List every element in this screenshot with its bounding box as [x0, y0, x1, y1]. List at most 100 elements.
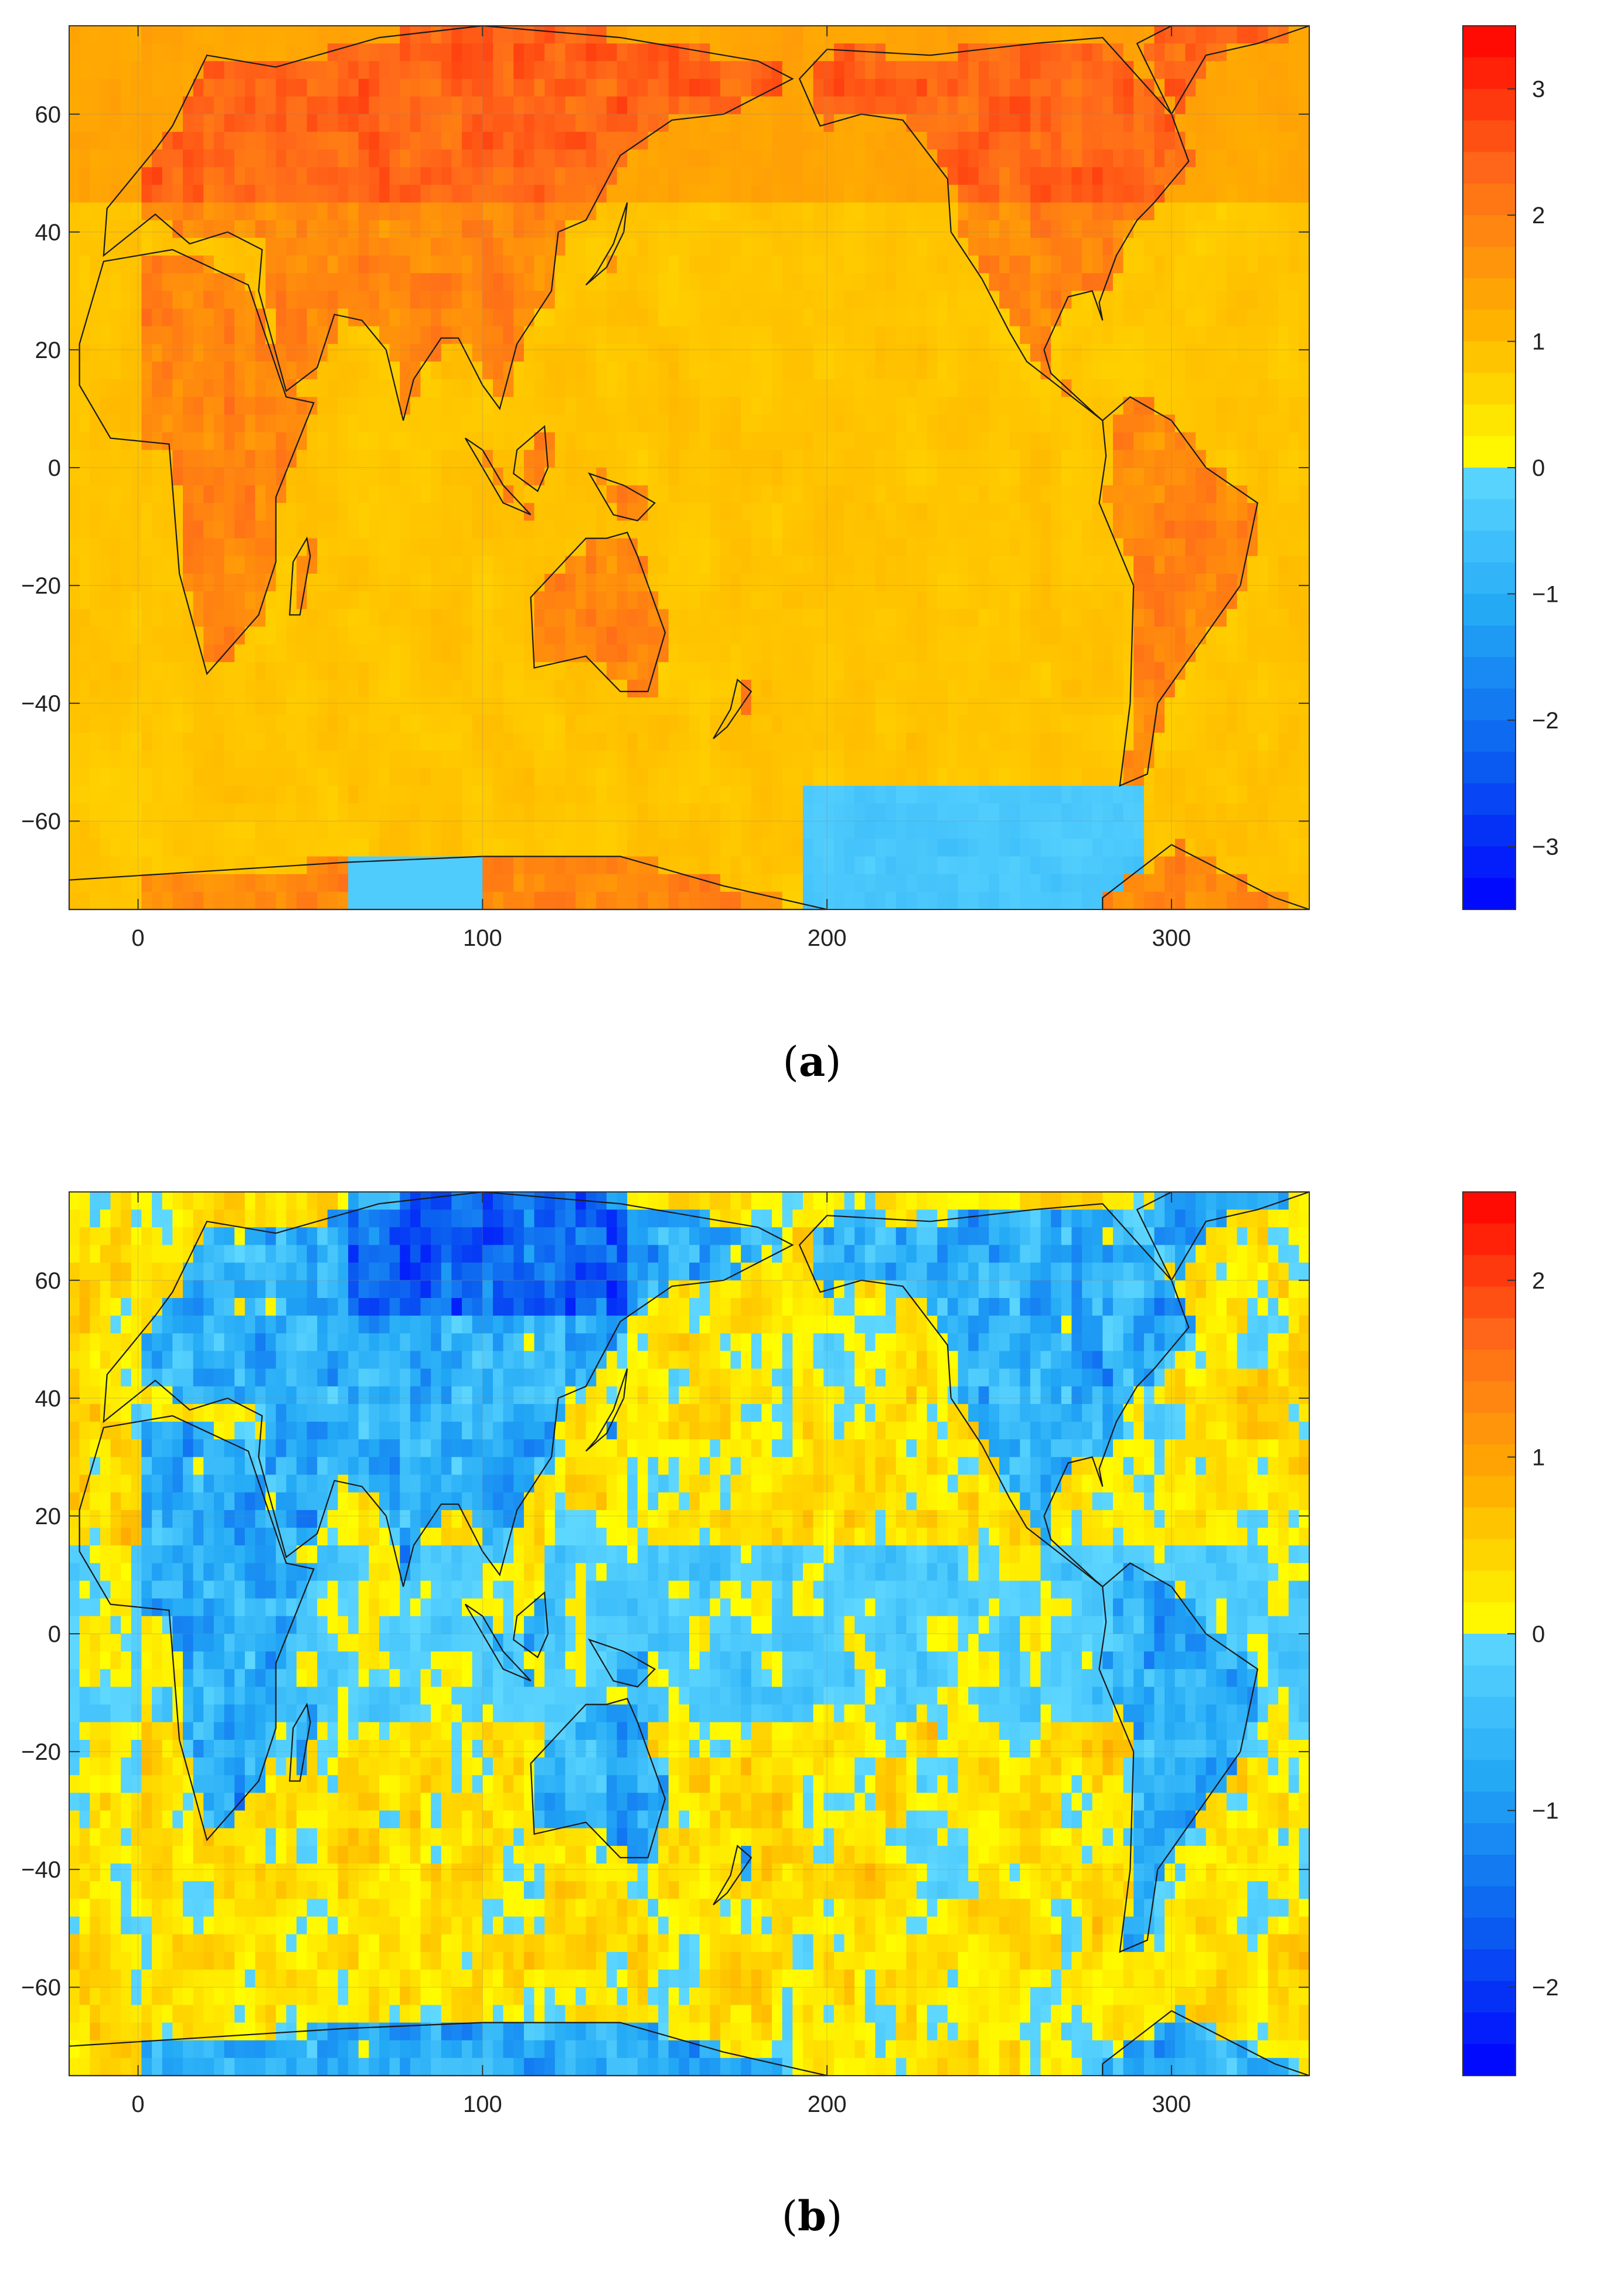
heatmap-cell	[1288, 343, 1300, 362]
heatmap-cell	[172, 167, 183, 186]
heatmap-cell	[431, 167, 442, 186]
heatmap-cell	[503, 468, 514, 486]
heatmap-cell	[710, 43, 721, 62]
heatmap-cell	[244, 662, 256, 680]
heatmap-cell	[1268, 202, 1279, 221]
heatmap-cell	[317, 220, 328, 239]
heatmap-cell	[348, 167, 359, 186]
heatmap-cell	[1102, 485, 1114, 504]
heatmap-cell	[554, 574, 566, 592]
heatmap-cell	[1040, 644, 1051, 663]
heatmap-cell	[90, 644, 101, 663]
heatmap-cell	[1185, 468, 1196, 486]
heatmap-cell	[565, 609, 576, 628]
heatmap-cell	[462, 574, 473, 592]
heatmap-cell	[255, 96, 266, 115]
heatmap-cell	[720, 609, 731, 628]
heatmap-cell	[1206, 733, 1217, 751]
heatmap-cell	[1206, 503, 1217, 522]
heatmap-cell	[617, 379, 628, 398]
heatmap-cell	[358, 432, 370, 451]
heatmap-cell	[1030, 79, 1041, 97]
heatmap-cell	[668, 503, 680, 522]
heatmap-cell	[121, 185, 132, 203]
heatmap-cell	[699, 626, 710, 645]
heatmap-cell	[410, 679, 421, 698]
heatmap-cell	[1102, 308, 1114, 327]
heatmap-cell	[275, 291, 287, 309]
heatmap-cell	[503, 609, 514, 628]
heatmap-cell	[699, 644, 710, 663]
heatmap-cell	[317, 237, 328, 256]
heatmap-cell	[1185, 503, 1196, 522]
heatmap-cell	[1092, 255, 1104, 274]
heatmap-cell	[307, 503, 318, 522]
heatmap-cell	[1196, 733, 1207, 751]
heatmap-cell	[1020, 114, 1031, 132]
heatmap-cell	[493, 308, 504, 327]
heatmap-cell	[710, 520, 721, 539]
heatmap-cell	[741, 149, 752, 168]
heatmap-cell	[916, 503, 928, 522]
heatmap-cell	[679, 273, 690, 292]
heatmap-cell	[792, 308, 804, 327]
heatmap-cell	[606, 556, 618, 574]
heatmap-cell	[162, 591, 173, 610]
heatmap-cell	[648, 715, 659, 734]
heatmap-cell	[286, 432, 297, 451]
heatmap-cell	[916, 26, 928, 44]
heatmap-cell	[679, 449, 690, 468]
heatmap-cell	[472, 520, 484, 539]
heatmap-cell	[916, 149, 928, 168]
heatmap-cell	[1165, 574, 1176, 592]
heatmap-cell	[472, 626, 484, 645]
heatmap-cell	[1123, 79, 1134, 97]
heatmap-cell	[1174, 149, 1186, 168]
heatmap-cell	[79, 715, 90, 734]
heatmap-cell	[1288, 291, 1300, 309]
heatmap-cell	[1216, 609, 1227, 628]
heatmap-cell	[1165, 202, 1176, 221]
heatmap-cell	[431, 255, 442, 274]
heatmap-cell	[927, 273, 938, 292]
heatmap-cell	[121, 609, 132, 628]
heatmap-cell	[782, 662, 794, 680]
heatmap-cell	[803, 255, 814, 274]
heatmap-cell	[400, 449, 411, 468]
heatmap-cell	[493, 733, 504, 751]
heatmap-cell	[400, 609, 411, 628]
heatmap-cell	[627, 644, 638, 663]
heatmap-cell	[1237, 167, 1248, 186]
heatmap-cell	[792, 185, 804, 203]
heatmap-cell	[927, 308, 938, 327]
heatmap-cell	[472, 237, 484, 256]
heatmap-cell	[617, 273, 628, 292]
heatmap-cell	[121, 220, 132, 239]
heatmap-cell	[958, 679, 969, 698]
heatmap-cell	[1040, 414, 1051, 433]
heatmap-cell	[1154, 167, 1165, 186]
heatmap-cell	[596, 43, 607, 62]
heatmap-cell	[234, 220, 246, 239]
heatmap-cell	[503, 114, 514, 132]
heatmap-cell	[1268, 273, 1279, 292]
heatmap-cell	[596, 414, 607, 433]
heatmap-cell	[1040, 662, 1051, 680]
heatmap-cell	[679, 362, 690, 380]
heatmap-cell	[203, 520, 215, 539]
heatmap-cell	[844, 167, 855, 186]
heatmap-cell	[1226, 697, 1238, 716]
heatmap-cell	[203, 485, 215, 504]
heatmap-cell	[958, 237, 969, 256]
heatmap-cell	[1216, 468, 1227, 486]
heatmap-cell	[637, 167, 649, 186]
heatmap-cell	[110, 414, 121, 433]
heatmap-cell	[844, 96, 855, 115]
heatmap-cell	[958, 697, 969, 716]
heatmap-cell	[968, 449, 979, 468]
heatmap-cell	[327, 96, 339, 115]
heatmap-cell	[1082, 255, 1093, 274]
heatmap-cell	[1278, 61, 1289, 80]
heatmap-cell	[69, 609, 80, 628]
heatmap-cell	[968, 520, 979, 539]
